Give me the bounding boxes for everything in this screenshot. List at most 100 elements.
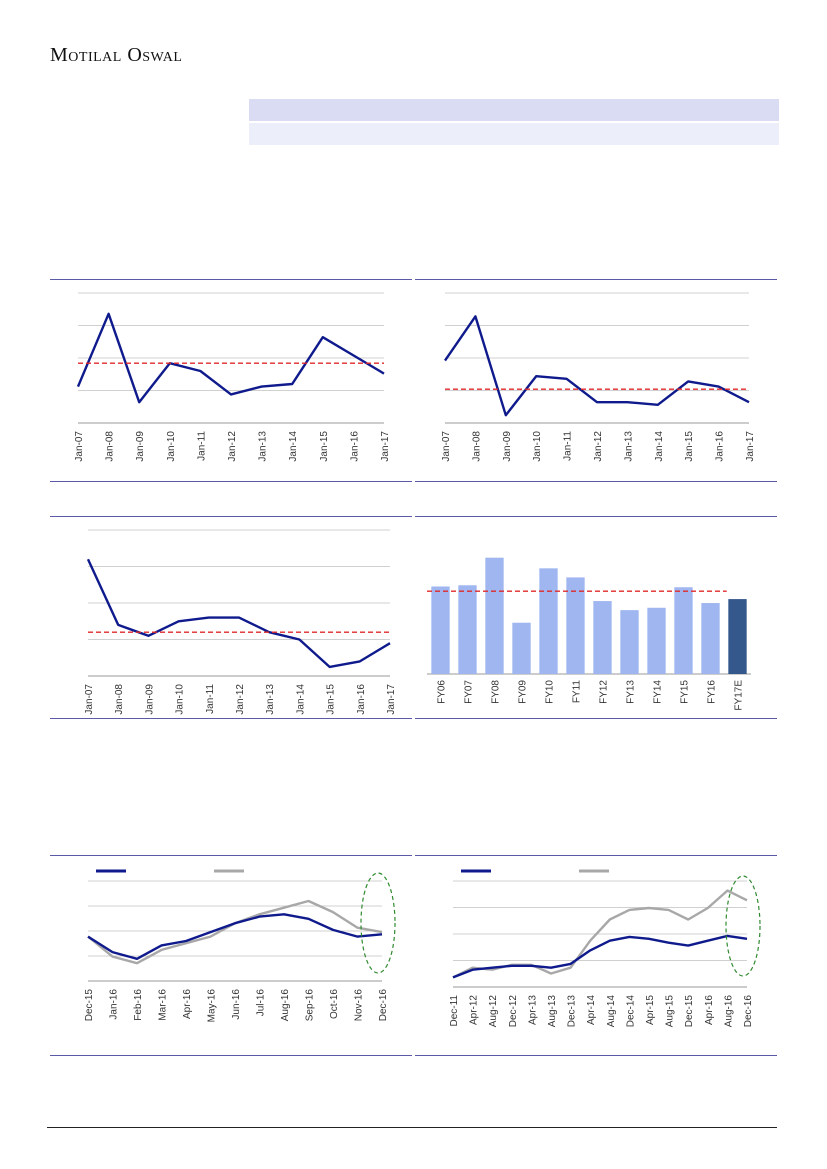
x-tick-label: Jan-12 (227, 431, 238, 462)
x-tick-label: Dec-16 (378, 989, 389, 1022)
chart-panel-4: FY06 FY07 FY08 FY09 FY10 FY11 FY12 FY13 FY14 FY15… (415, 516, 777, 720)
chart-1: Jan-07 Jan-08 Jan-09 Jan-10 Jan-11 Jan-12 Jan-… (74, 292, 391, 462)
panel-top-rule (415, 279, 777, 280)
chart-panel-1: Jan-07 Jan-08 Jan-09 Jan-10 Jan-11 Jan-12 Jan-… (50, 279, 412, 483)
x-tick-label: Jan-10 (532, 431, 543, 462)
x-tick-label: Jan-15 (319, 431, 330, 462)
x-tick-label: Jan-08 (114, 684, 125, 715)
x-tick-label: Jan-11 (205, 684, 216, 714)
series-line-primary (444, 315, 750, 417)
x-tick-label: Jan-11 (196, 431, 207, 461)
x-tick-label: Apr-16 (704, 995, 715, 1025)
x-tick-label: Jan-17 (386, 684, 397, 715)
x-tick-label: FY17E (734, 680, 745, 711)
x-tick-label: Jan-15 (326, 684, 337, 715)
brand-logo: Motilal Oswal (50, 44, 183, 66)
x-tick-label: Apr-14 (586, 995, 597, 1025)
x-tick-label: Jan-14 (295, 684, 306, 715)
footer-rule (47, 1127, 777, 1128)
chart-panel-5: Dec-15 Jan-16 Feb-16 Mar-16 Apr-16 May-16 Jun-… (50, 855, 412, 1057)
x-tick-label: Jan-08 (471, 431, 482, 462)
series-line-primary (76, 312, 385, 404)
chart-2: Jan-07 Jan-08 Jan-09 Jan-10 Jan-11 Jan-12 Jan-… (441, 292, 756, 462)
x-tick-label: Aug-16 (280, 989, 291, 1022)
header-band-top (249, 99, 779, 121)
x-tick-label: Feb-16 (133, 989, 144, 1021)
x-tick-label: Jan-10 (175, 684, 186, 715)
panel-top-rule (50, 516, 412, 517)
x-tick-label: Jul-16 (256, 989, 267, 1017)
x-tick-label: Jan-12 (593, 431, 604, 462)
x-tick-label: Dec-13 (567, 995, 578, 1028)
x-tick-label: Apr-16 (182, 989, 193, 1019)
x-tick-label: Nov-16 (354, 989, 365, 1022)
x-tick-label: Sep-16 (305, 989, 316, 1022)
x-tick-label: Aug-12 (488, 995, 499, 1028)
x-tick-label: Apr-15 (645, 995, 656, 1025)
x-tick-label: Aug-13 (547, 995, 558, 1028)
x-tick-label: Jan-16 (349, 431, 360, 462)
bar (620, 610, 639, 674)
chart-5: Dec-15 Jan-16 Feb-16 Mar-16 Apr-16 May-16 Jun-… (84, 869, 396, 1022)
panel-bottom-rule (50, 1055, 412, 1056)
x-tick-label: Jan-09 (135, 431, 146, 462)
x-tick-label: Mar-16 (158, 989, 169, 1021)
x-tick-label: Jan-07 (84, 684, 95, 715)
x-tick-label: Dec-15 (84, 989, 95, 1022)
highlight-ellipse (360, 872, 396, 974)
x-tick-label: Jan-08 (105, 431, 116, 462)
panel-bottom-rule (50, 481, 412, 482)
bar (647, 607, 666, 674)
header-band-bottom (249, 123, 779, 145)
chart-3: Jan-07 Jan-08 Jan-09 Jan-10 Jan-11 Jan-12 Jan-… (84, 529, 397, 715)
bar (674, 587, 693, 674)
x-tick-label: FY14 (653, 680, 664, 704)
x-tick-label: Jan-17 (380, 431, 391, 462)
x-tick-label: Aug-16 (723, 995, 734, 1028)
bar (728, 599, 747, 674)
x-tick-label: Jan-07 (441, 431, 452, 462)
x-tick-label: Dec-11 (449, 995, 460, 1027)
x-tick-label: Dec-15 (684, 995, 695, 1028)
x-tick-label: FY12 (599, 680, 610, 704)
bar (512, 622, 531, 674)
x-tick-label: Aug-15 (665, 995, 676, 1028)
x-tick-label: Apr-13 (527, 995, 538, 1025)
x-tick-label: Dec-16 (743, 995, 754, 1028)
panel-top-rule (50, 855, 412, 856)
bar (458, 585, 477, 674)
x-tick-label: Jan-13 (623, 431, 634, 462)
panel-bottom-rule (415, 481, 777, 482)
x-tick-label: Dec-14 (625, 995, 636, 1028)
x-tick-label: FY13 (626, 680, 637, 704)
x-tick-label: Jun-16 (231, 989, 242, 1020)
x-tick-label: FY10 (545, 680, 556, 704)
x-tick-label: Jan-13 (258, 431, 269, 462)
chart-panel-2: Jan-07 Jan-08 Jan-09 Jan-10 Jan-11 Jan-12 Jan-… (415, 279, 777, 483)
series-line-primary (452, 934, 748, 979)
chart-6: Dec-11 Apr-12 Aug-12 Dec-12 Apr-13 Aug-13 Dec-… (449, 869, 761, 1028)
x-tick-label: Jan-17 (745, 431, 756, 462)
highlight-ellipse (725, 875, 761, 977)
x-tick-label: Jan-15 (684, 431, 695, 462)
x-tick-label: Jan-09 (502, 431, 513, 462)
panel-top-rule (50, 279, 412, 280)
bar (539, 568, 558, 674)
x-tick-label: Jan-09 (144, 684, 155, 715)
x-tick-label: Jan-10 (166, 431, 177, 462)
x-tick-label: Jan-12 (235, 684, 246, 715)
panel-top-rule (415, 855, 777, 856)
panel-bottom-rule (415, 718, 777, 719)
x-tick-label: Dec-12 (508, 995, 519, 1028)
x-tick-label: Aug-14 (606, 995, 617, 1028)
x-tick-label: Jan-16 (109, 989, 120, 1020)
x-tick-label: FY16 (707, 680, 718, 704)
x-tick-label: Jan-16 (356, 684, 367, 715)
panel-bottom-rule (415, 1055, 777, 1056)
x-tick-label: Jan-11 (563, 431, 574, 461)
chart-4: FY06 FY07 FY08 FY09 FY10 FY11 FY12 FY13 FY14 FY15… (427, 557, 751, 711)
series-line-primary (86, 558, 391, 669)
bar (485, 557, 504, 674)
bar (593, 601, 612, 674)
x-tick-label: FY08 (491, 680, 502, 704)
